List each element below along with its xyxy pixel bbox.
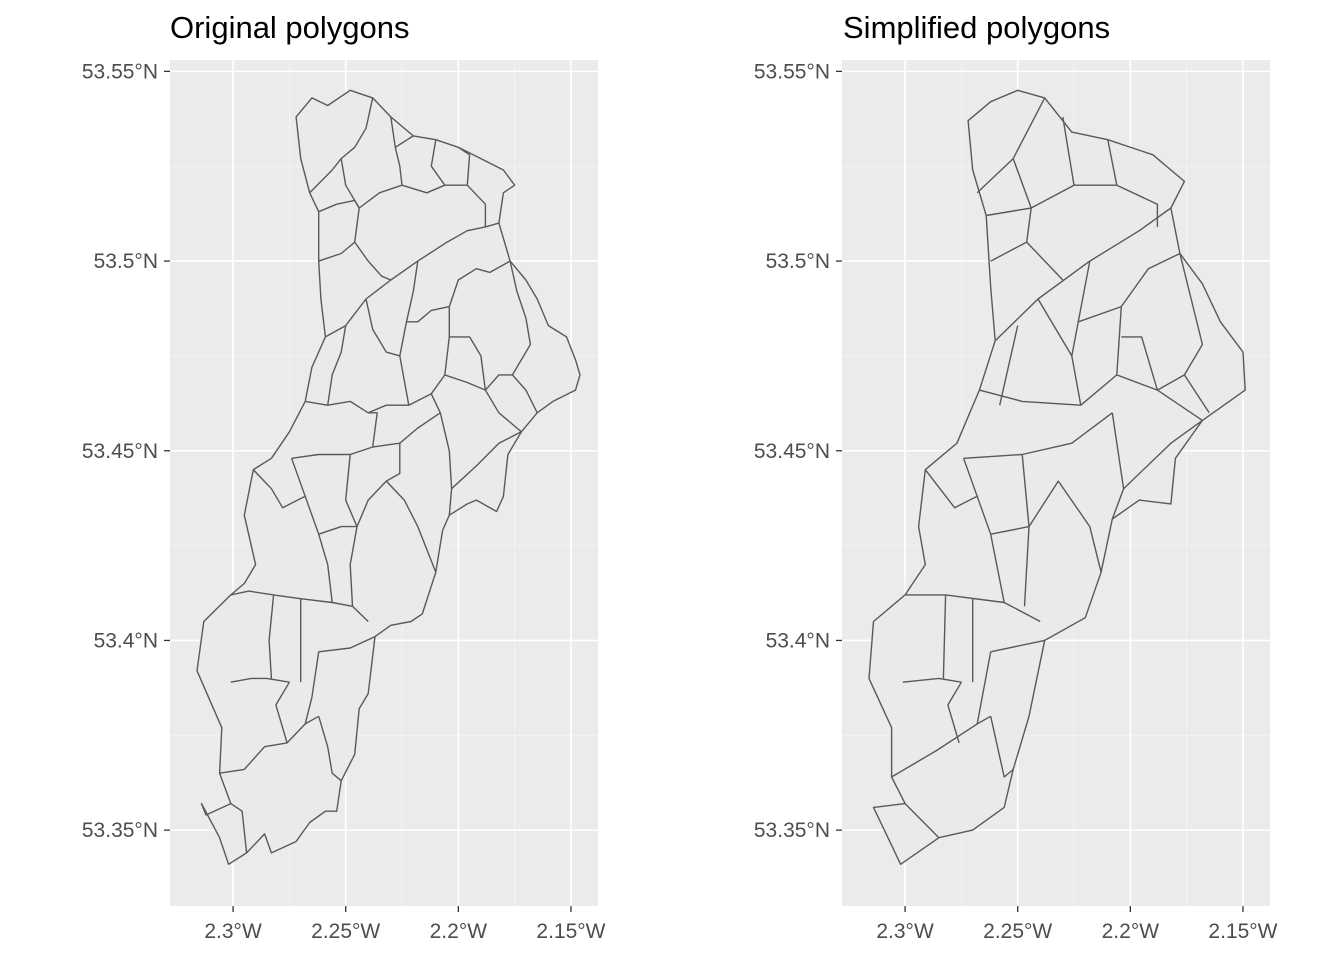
panel-title: Simplified polygons	[843, 10, 1111, 45]
ward-boundary	[451, 431, 522, 490]
ward-boundary	[449, 336, 487, 391]
x-tick-label: 2.15°W	[536, 920, 605, 943]
ward-boundary	[1123, 419, 1203, 490]
ward-boundary	[942, 594, 947, 679]
ward-boundary	[1071, 260, 1091, 406]
y-tick-label: 53.55°N	[82, 60, 158, 83]
ward-boundary	[509, 260, 532, 376]
ward-boundary	[1026, 184, 1159, 243]
ward-boundary	[484, 374, 538, 414]
ward-boundary	[979, 374, 1118, 406]
ward-boundary	[345, 454, 358, 527]
ward-boundary	[994, 207, 1172, 342]
y-tick-label: 53.5°N	[94, 250, 158, 273]
ward-boundary	[1116, 252, 1181, 375]
y-tick-label: 53.55°N	[754, 60, 830, 83]
y-tick-label: 53.4°N	[94, 629, 158, 652]
ward-boundary	[1078, 305, 1122, 323]
ward-boundary	[924, 469, 978, 509]
y-tick-label: 53.35°N	[754, 819, 830, 842]
ward-boundary	[1021, 454, 1030, 527]
x-tick-label: 2.3°W	[876, 920, 934, 943]
ward-boundary	[318, 241, 392, 281]
ward-boundary	[390, 116, 403, 186]
ward-boundary	[354, 184, 487, 243]
ward-boundary	[1111, 412, 1125, 520]
ward-boundary	[999, 325, 1019, 406]
ward-boundary	[318, 716, 342, 782]
x-tick-label: 2.25°W	[311, 920, 380, 943]
simplified-polygons-panel: Simplified polygons 2.3°W 2.25°W 2.2°W 2.15…	[672, 0, 1344, 960]
ward-boundary	[1062, 116, 1075, 186]
ward-boundary	[305, 374, 446, 414]
ward-boundary	[976, 639, 1045, 725]
ward-boundary	[365, 298, 400, 357]
simplified-polygons-map: 2.3°W 2.25°W 2.2°W 2.15°W 53.35°N 53.4°N 53.45…	[754, 60, 1278, 943]
ward-boundary	[1023, 480, 1102, 607]
ward-boundary	[904, 803, 940, 839]
ward-boundary	[275, 681, 291, 744]
x-tick-label: 2.2°W	[430, 920, 488, 943]
ward-boundary	[439, 412, 453, 516]
ward-boundary	[349, 480, 437, 607]
ward-boundary	[430, 139, 446, 186]
panel-title: Original polygons	[170, 10, 410, 45]
original-polygons-panel: Original polygons 2.3°W 2.25°W 2.2°W 2.15°W…	[82, 10, 606, 943]
ward-boundary	[340, 158, 360, 209]
ward-boundary	[457, 146, 471, 186]
ward-boundary	[990, 716, 1014, 778]
ward-boundary	[230, 677, 290, 683]
ward-boundary	[406, 305, 450, 323]
ward-boundary	[990, 241, 1064, 281]
ward-boundary	[905, 594, 1041, 623]
x-tick-label: 2.2°W	[1102, 920, 1160, 943]
y-tick-label: 53.4°N	[766, 629, 830, 652]
ward-boundary	[252, 469, 306, 509]
ward-boundary	[304, 635, 376, 725]
ward-boundary	[1037, 298, 1073, 357]
ward-boundary	[1157, 374, 1210, 414]
ward-boundary	[986, 207, 1032, 217]
ward-boundary	[385, 443, 401, 482]
x-tick-label: 2.3°W	[204, 920, 262, 943]
x-tick-label: 2.25°W	[983, 920, 1052, 943]
region-outline	[868, 89, 1246, 865]
y-tick-label: 53.45°N	[82, 440, 158, 463]
ward-boundary	[327, 325, 347, 406]
ward-boundary	[318, 525, 357, 535]
ward-boundary	[902, 677, 962, 683]
ward-boundary	[394, 135, 414, 148]
y-tick-label: 53.35°N	[82, 819, 158, 842]
ward-boundary	[430, 393, 441, 414]
ward-boundary	[219, 715, 320, 774]
ward-boundary	[268, 594, 275, 679]
original-polygons-map: 2.3°W 2.25°W 2.2°W 2.15°W 53.35°N 53.4°N 53.45…	[82, 60, 606, 943]
ward-boundary	[1012, 158, 1032, 209]
ward-boundary	[1179, 253, 1204, 376]
ward-boundary	[963, 412, 1113, 459]
ward-boundary	[1121, 336, 1159, 391]
ward-boundary	[947, 681, 963, 744]
ward-boundary	[1107, 139, 1118, 186]
y-tick-label: 53.45°N	[754, 440, 830, 463]
ward-boundary	[309, 97, 374, 194]
y-tick-label: 53.5°N	[766, 250, 830, 273]
ward-boundary	[230, 803, 248, 853]
ward-boundary	[368, 412, 378, 448]
x-tick-label: 2.15°W	[1208, 920, 1277, 943]
ward-boundary	[990, 525, 1030, 535]
